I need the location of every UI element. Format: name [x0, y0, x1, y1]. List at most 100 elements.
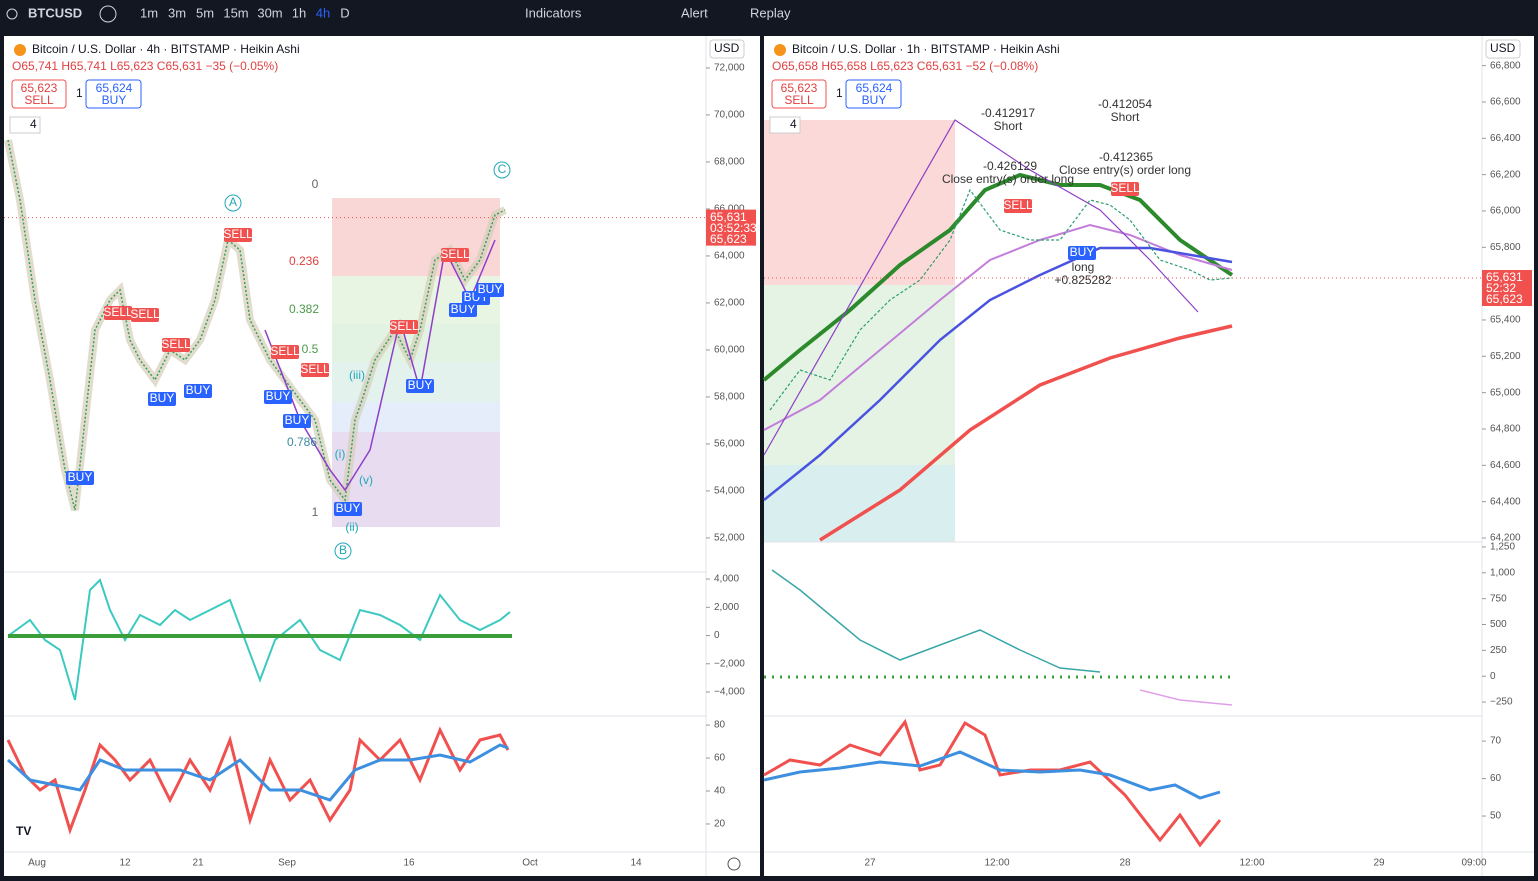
price-tick-label: 64,400: [1490, 496, 1521, 507]
interval[interactable]: D: [340, 5, 349, 20]
ma-long: [819, 324, 1233, 542]
signal-label: SELL: [130, 307, 160, 321]
price-tick-label: 58,000: [714, 392, 745, 403]
ohlc: O65,741 H65,741 L65,623 C65,631 −35 (−0.…: [12, 59, 278, 73]
symbol[interactable]: BTCUSD: [28, 5, 82, 20]
annotation: C: [498, 162, 507, 176]
currency-button[interactable]: [709, 39, 745, 59]
legend-toggle[interactable]: [9, 116, 41, 134]
signal-box: [66, 471, 94, 485]
sell-button[interactable]: [11, 79, 67, 109]
interval[interactable]: 15m: [223, 5, 248, 20]
annotation: B: [339, 543, 347, 557]
annotation: A: [229, 195, 237, 209]
oscillator-tick-label: −2,000: [714, 658, 745, 669]
ohlc: O65,658 H65,658 L65,623 C65,631 −52 (−0.…: [772, 59, 1038, 73]
price-tick-label: 65,000: [1490, 387, 1521, 398]
last-price: 65,631: [710, 210, 747, 224]
annotation: long: [1072, 260, 1095, 274]
signal-label: BUY: [451, 302, 476, 316]
indicators-button[interactable]: Indicators: [525, 5, 582, 20]
oscillator-tick-label: 2,000: [714, 602, 739, 613]
pane-title: Bitcoin / U.S. Dollar · 1h · BITSTAMP · …: [792, 42, 1060, 56]
ma-fast: [762, 172, 1234, 382]
price-tick-label: 64,800: [1490, 424, 1521, 435]
interval[interactable]: 1m: [140, 5, 158, 20]
interval[interactable]: 1h: [292, 5, 306, 20]
annotation: -0.412917: [981, 106, 1035, 120]
signal-box: [162, 338, 190, 352]
ma-mid: [763, 223, 1233, 431]
signal-box: [476, 283, 504, 297]
oscillator-tick-label: 4,000: [714, 574, 739, 585]
wave-lines: [264, 239, 496, 492]
signal-label: SELL: [161, 337, 191, 351]
signal-box: [271, 345, 299, 359]
time-label: Oct: [522, 858, 538, 869]
alert-button[interactable]: Alert: [681, 5, 708, 20]
logo: TV: [16, 824, 31, 838]
quantity: 1: [76, 86, 83, 100]
settings-icon[interactable]: [727, 857, 741, 871]
price-tick-label: 52,000: [714, 533, 745, 544]
signal-label: BUY: [408, 378, 433, 392]
oscillator-histogram-neg: [1139, 689, 1233, 706]
position-zones: [764, 120, 955, 542]
buy-button[interactable]: [85, 79, 142, 109]
price-tick-label: 72,000: [714, 63, 745, 74]
fib-zones: [332, 198, 500, 527]
legend-toggle[interactable]: [769, 116, 801, 134]
sell-price: 65,623: [21, 81, 58, 95]
signal-label: BUY: [150, 391, 175, 405]
buy-button[interactable]: [845, 79, 902, 109]
time-label: 12: [119, 858, 131, 869]
time-label: 12:00: [1239, 858, 1264, 869]
annotation: Short: [1111, 110, 1140, 124]
currency: USD: [714, 41, 740, 55]
last-price-tag: [706, 209, 756, 246]
annotation: 1: [312, 505, 319, 519]
replay-button[interactable]: Replay: [750, 5, 791, 20]
price-tick-label: 64,600: [1490, 460, 1521, 471]
currency-button[interactable]: [1485, 39, 1521, 59]
sell-button[interactable]: [771, 79, 827, 109]
time-label: Aug: [28, 858, 46, 869]
price-tick-label: 66,200: [1490, 169, 1521, 180]
sell-label: SELL: [784, 93, 814, 107]
wave-circle: [224, 194, 242, 212]
interval[interactable]: 5m: [196, 5, 214, 20]
rsi-fast: [6, 726, 510, 835]
last-price: 65,631: [1486, 270, 1523, 284]
signal-box: [184, 384, 212, 398]
price-tick-label: 68,000: [714, 157, 745, 168]
symbol-icon: [774, 44, 786, 56]
legend-count: 4: [30, 117, 37, 131]
oscillator-tick-label: −250: [1490, 697, 1513, 708]
signal-label: BUY: [285, 413, 310, 427]
oscillator-tick-label: −4,000: [714, 687, 745, 698]
annotation: 0.382: [289, 302, 319, 316]
oscillator-histogram: [771, 569, 1101, 673]
time-label: 27: [864, 858, 876, 869]
bid-price: 65,623: [710, 232, 747, 246]
bid-price: 65,623: [1486, 292, 1523, 306]
add-symbol[interactable]: [99, 5, 117, 23]
interval[interactable]: 4h: [316, 5, 330, 20]
annotation: Close entry(s) order long: [942, 172, 1074, 186]
price-tick-label: 65,200: [1490, 351, 1521, 362]
signal-box: [301, 363, 329, 377]
rsi-tick-label: 70: [1490, 736, 1502, 747]
signal-label: SELL: [270, 344, 300, 358]
time-label: 29: [1373, 858, 1385, 869]
annotation: 0.786: [287, 435, 317, 449]
price-tick-label: 65,800: [1490, 242, 1521, 253]
rsi-tick-label: 60: [714, 753, 726, 764]
oscillator-tick-label: 0: [1490, 671, 1496, 682]
interval[interactable]: 3m: [168, 5, 186, 20]
annotation: (i): [335, 447, 346, 461]
interval[interactable]: 30m: [257, 5, 282, 20]
price-tick-label: 65,400: [1490, 315, 1521, 326]
rsi-tick-label: 60: [1490, 773, 1502, 784]
signal-box: [390, 320, 418, 334]
